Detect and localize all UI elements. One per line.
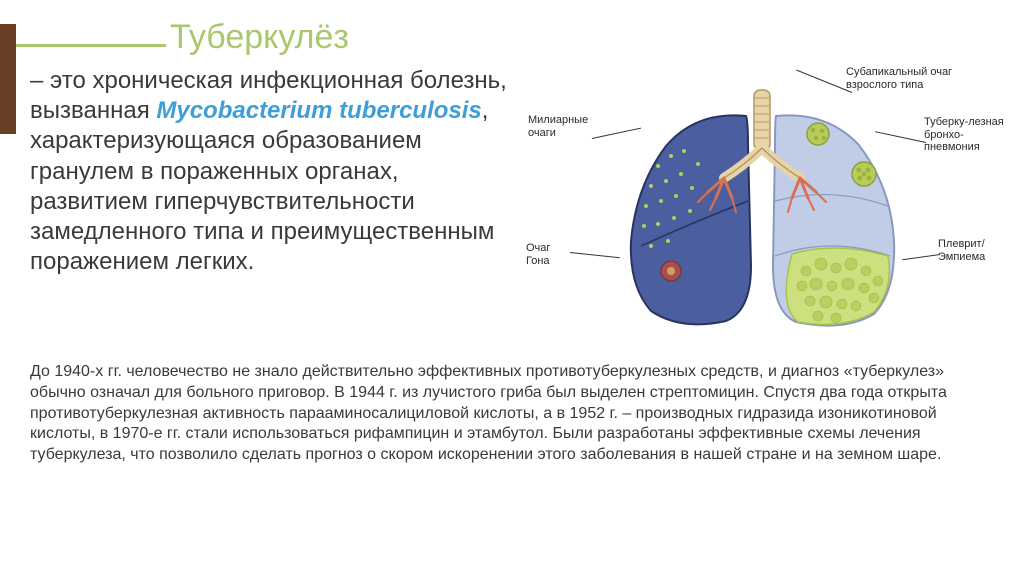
gona-focus — [661, 261, 681, 281]
label-plevrit: Плеврит/ Эмпиема — [938, 238, 1008, 263]
def-latin: Mycobacterium tuberculosis — [156, 97, 481, 124]
lungs-diagram: Субапикальный очаг взрослого типа Туберк… — [526, 66, 1010, 346]
tb-pneumonia-focus — [852, 162, 876, 186]
label-miliary: Милиарные очаги — [528, 114, 598, 139]
definition-text: – это хроническая инфекционная болезнь, … — [30, 66, 520, 346]
title-underline — [16, 44, 166, 47]
subapical-focus — [807, 123, 829, 145]
left-lung — [631, 115, 751, 324]
accent-sidebar — [0, 24, 16, 134]
label-gona: Очаг Гона — [526, 242, 572, 267]
lungs-svg — [596, 86, 926, 336]
label-tb-pneumonia: Туберку-лезная бронхо-пневмония — [924, 116, 1004, 154]
upper-content-row: – это хроническая инфекционная болезнь, … — [30, 66, 1010, 346]
slide-title: Туберкулёз — [170, 18, 349, 57]
history-paragraph: До 1940-х гг. человечество не знало дейс… — [30, 362, 994, 466]
